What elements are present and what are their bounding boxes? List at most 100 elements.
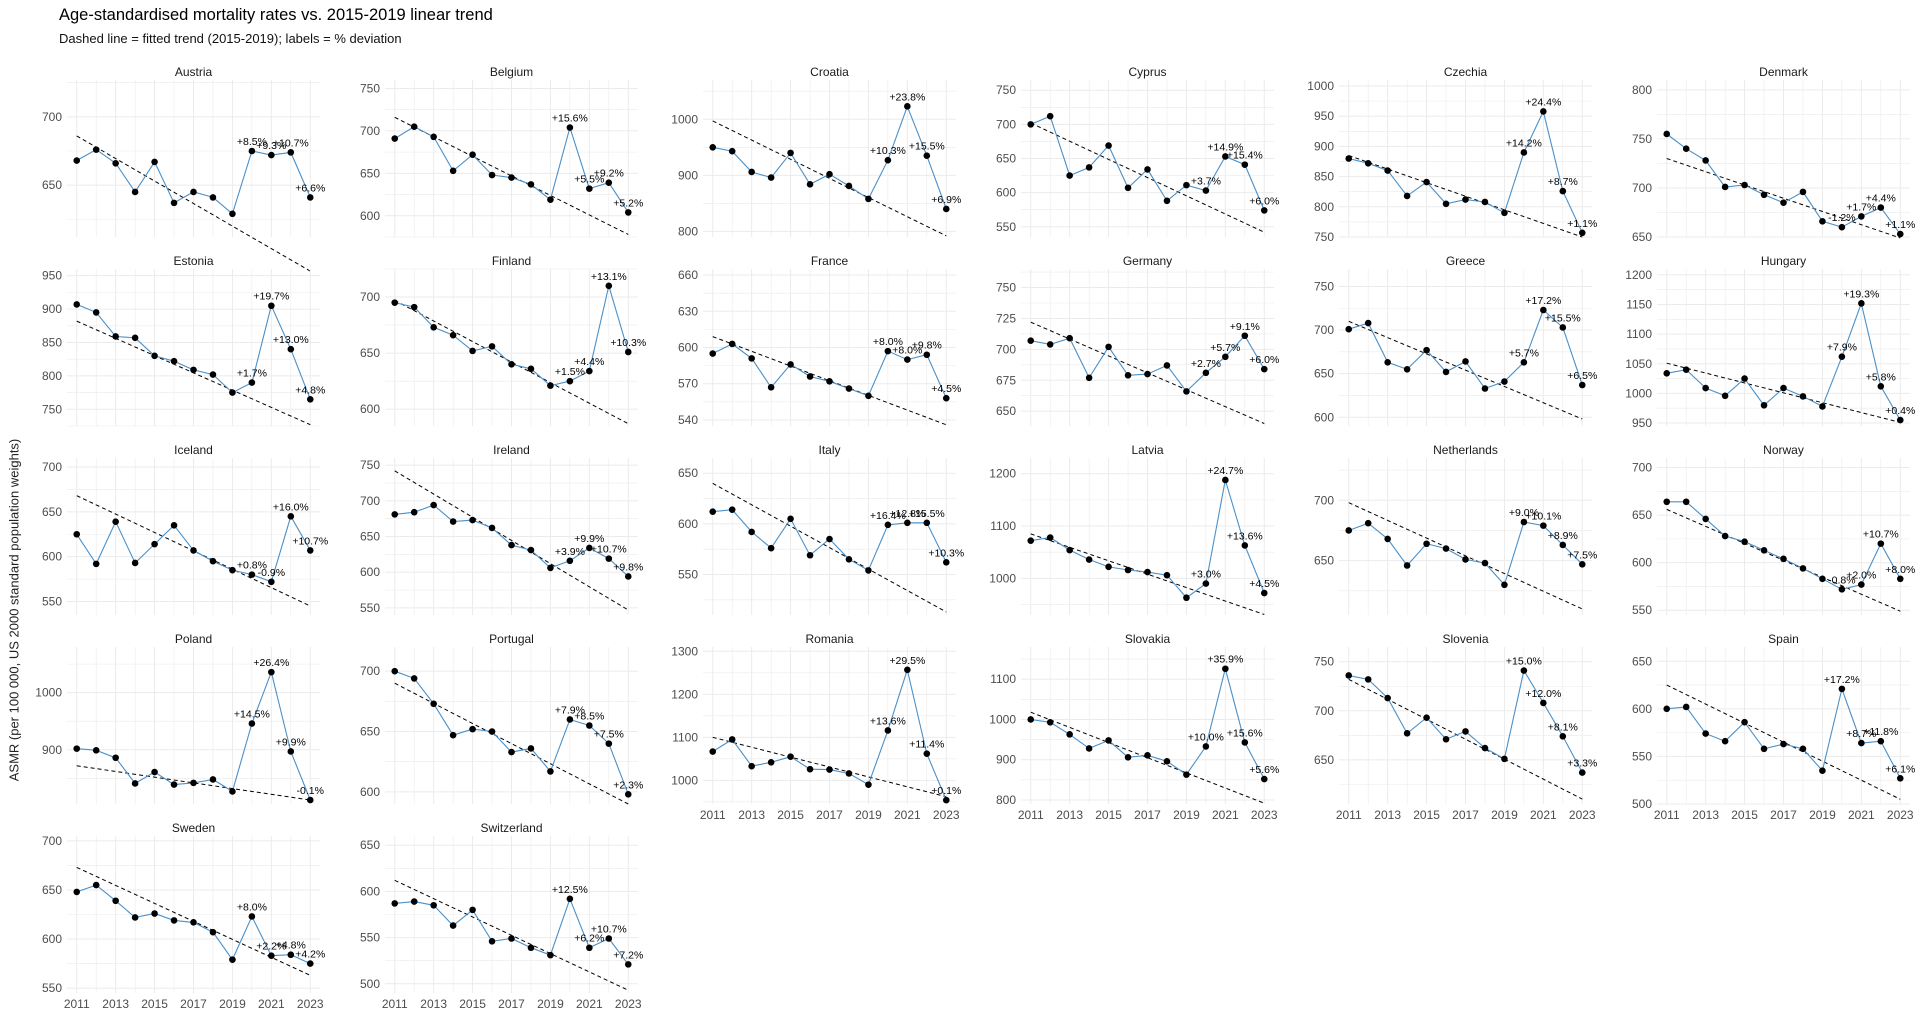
- data-point: [1682, 366, 1690, 374]
- data-point: [1241, 542, 1249, 549]
- data-point: [787, 515, 794, 523]
- data-point: [1384, 694, 1391, 702]
- y-tick-label: 1000: [1307, 79, 1334, 93]
- deviation-label: +9.8%: [613, 561, 643, 573]
- data-point: [287, 748, 295, 755]
- data-point: [865, 195, 872, 203]
- panel-slovenia: Slovenia 650 700 750 2011 2013 2015 2017 2019 202…: [1314, 632, 1597, 822]
- data-point: [709, 143, 717, 151]
- gridlines-poland: [67, 647, 320, 804]
- data-point: [469, 725, 476, 733]
- panel-title-latvia: Latvia: [1131, 443, 1163, 457]
- data-point: [1442, 200, 1450, 208]
- y-tick-label: 1100: [990, 672, 1016, 686]
- deviation-label: +3.9%: [555, 546, 585, 558]
- data-point: [1682, 498, 1690, 506]
- gridlines-sweden: [67, 836, 320, 993]
- panel-title-ireland: Ireland: [493, 443, 530, 457]
- data-point: [1819, 575, 1826, 583]
- deviation-label: +13.6%: [870, 715, 906, 727]
- deviation-label: +24.4%: [1525, 96, 1561, 108]
- data-point: [287, 345, 295, 353]
- data-point: [586, 944, 593, 952]
- deviation-label: +35.9%: [1207, 654, 1243, 666]
- data-point: [527, 745, 535, 752]
- panel-title-austria: Austria: [175, 65, 213, 79]
- y-tick-label: 550: [360, 931, 380, 945]
- data-point: [1721, 532, 1729, 540]
- data-point: [1702, 515, 1709, 523]
- data-point: [1403, 730, 1411, 737]
- y-tick-label: 550: [996, 220, 1016, 234]
- gridlines-denmark: [1657, 80, 1910, 238]
- data-point: [1085, 374, 1093, 382]
- data-point: [1462, 358, 1469, 365]
- data-point: [1364, 676, 1372, 683]
- data-point: [410, 898, 418, 905]
- trend-line-denmark: [1666, 158, 1901, 239]
- deviation-label: +3.0%: [1191, 569, 1221, 581]
- gridlines-hungary: [1657, 269, 1910, 426]
- x-tick-label: 2023: [615, 997, 642, 1011]
- y-tick-label: 600: [1632, 556, 1652, 570]
- data-point: [904, 103, 911, 110]
- data-point: [92, 560, 100, 568]
- x-tick-label: 2019: [1809, 808, 1836, 822]
- data-point: [449, 731, 457, 739]
- deviation-label: +19.3%: [1843, 288, 1879, 300]
- data-point: [1838, 223, 1846, 231]
- data-point: [209, 557, 217, 565]
- deviation-label: +16.4%: [870, 510, 906, 522]
- data-point: [488, 171, 496, 179]
- y-tick-label: 650: [42, 883, 62, 897]
- data-point: [1481, 198, 1489, 206]
- data-point: [248, 913, 256, 920]
- deviation-label: +11.8%: [1863, 726, 1898, 738]
- data-point: [1403, 192, 1411, 200]
- data-point: [709, 748, 717, 755]
- data-point: [1241, 739, 1249, 746]
- data-point: [1085, 556, 1093, 563]
- data-point: [1027, 337, 1035, 345]
- deviation-label: +8.0%: [237, 901, 267, 913]
- data-point: [1202, 187, 1210, 194]
- y-tick-label: 700: [1632, 181, 1652, 195]
- data-point: [1838, 586, 1846, 593]
- deviation-label: +1.7%: [237, 368, 267, 380]
- panel-ireland: Ireland 550 600 650 700 750 +3.9%+9.9%+10.7% +9…: [360, 443, 643, 615]
- y-tick-label: 600: [1632, 702, 1652, 716]
- gridlines-ireland: [385, 458, 638, 615]
- deviation-label: +10.3%: [610, 337, 646, 349]
- x-tick-label: 2023: [1887, 808, 1914, 822]
- data-point: [248, 571, 256, 578]
- panel-croatia: Croatia 800 900 1000 +10.3% +23.8% +15.5% +6.9%: [671, 65, 961, 238]
- data-point: [1559, 732, 1567, 740]
- y-tick-label: 700: [1314, 493, 1334, 507]
- gridlines-greece: [1339, 269, 1592, 426]
- y-tick-label: 650: [360, 346, 380, 360]
- data-point: [1721, 392, 1729, 400]
- gridlines-slovenia: [1339, 647, 1592, 804]
- deviation-label: +10.0%: [1188, 731, 1224, 743]
- data-point: [1066, 172, 1073, 179]
- y-tick-label: 900: [1314, 139, 1334, 153]
- trend-line-croatia: [712, 120, 947, 237]
- y-tick-label: 1100: [672, 730, 698, 744]
- data-point: [190, 919, 197, 926]
- deviation-label: +8.7%: [1846, 728, 1876, 740]
- data-point: [170, 357, 178, 365]
- data-point: [131, 188, 139, 196]
- data-point: [865, 567, 872, 574]
- data-point: [1163, 362, 1171, 369]
- data-point: [449, 331, 457, 339]
- deviation-label: +15.5%: [909, 508, 945, 520]
- deviation-label: +19.7%: [253, 291, 289, 303]
- data-point: [430, 700, 437, 708]
- data-point: [1105, 563, 1112, 571]
- data-point: [73, 745, 81, 752]
- deviation-label: +9.1%: [1230, 321, 1260, 333]
- x-tick-label: 2023: [933, 808, 960, 822]
- panel-sweden: Sweden 550 600 650 700 2011 2013 2015 2017 2019 20…: [42, 821, 325, 1011]
- y-tick-label: 700: [360, 124, 380, 138]
- y-tick-label: 650: [1632, 230, 1652, 244]
